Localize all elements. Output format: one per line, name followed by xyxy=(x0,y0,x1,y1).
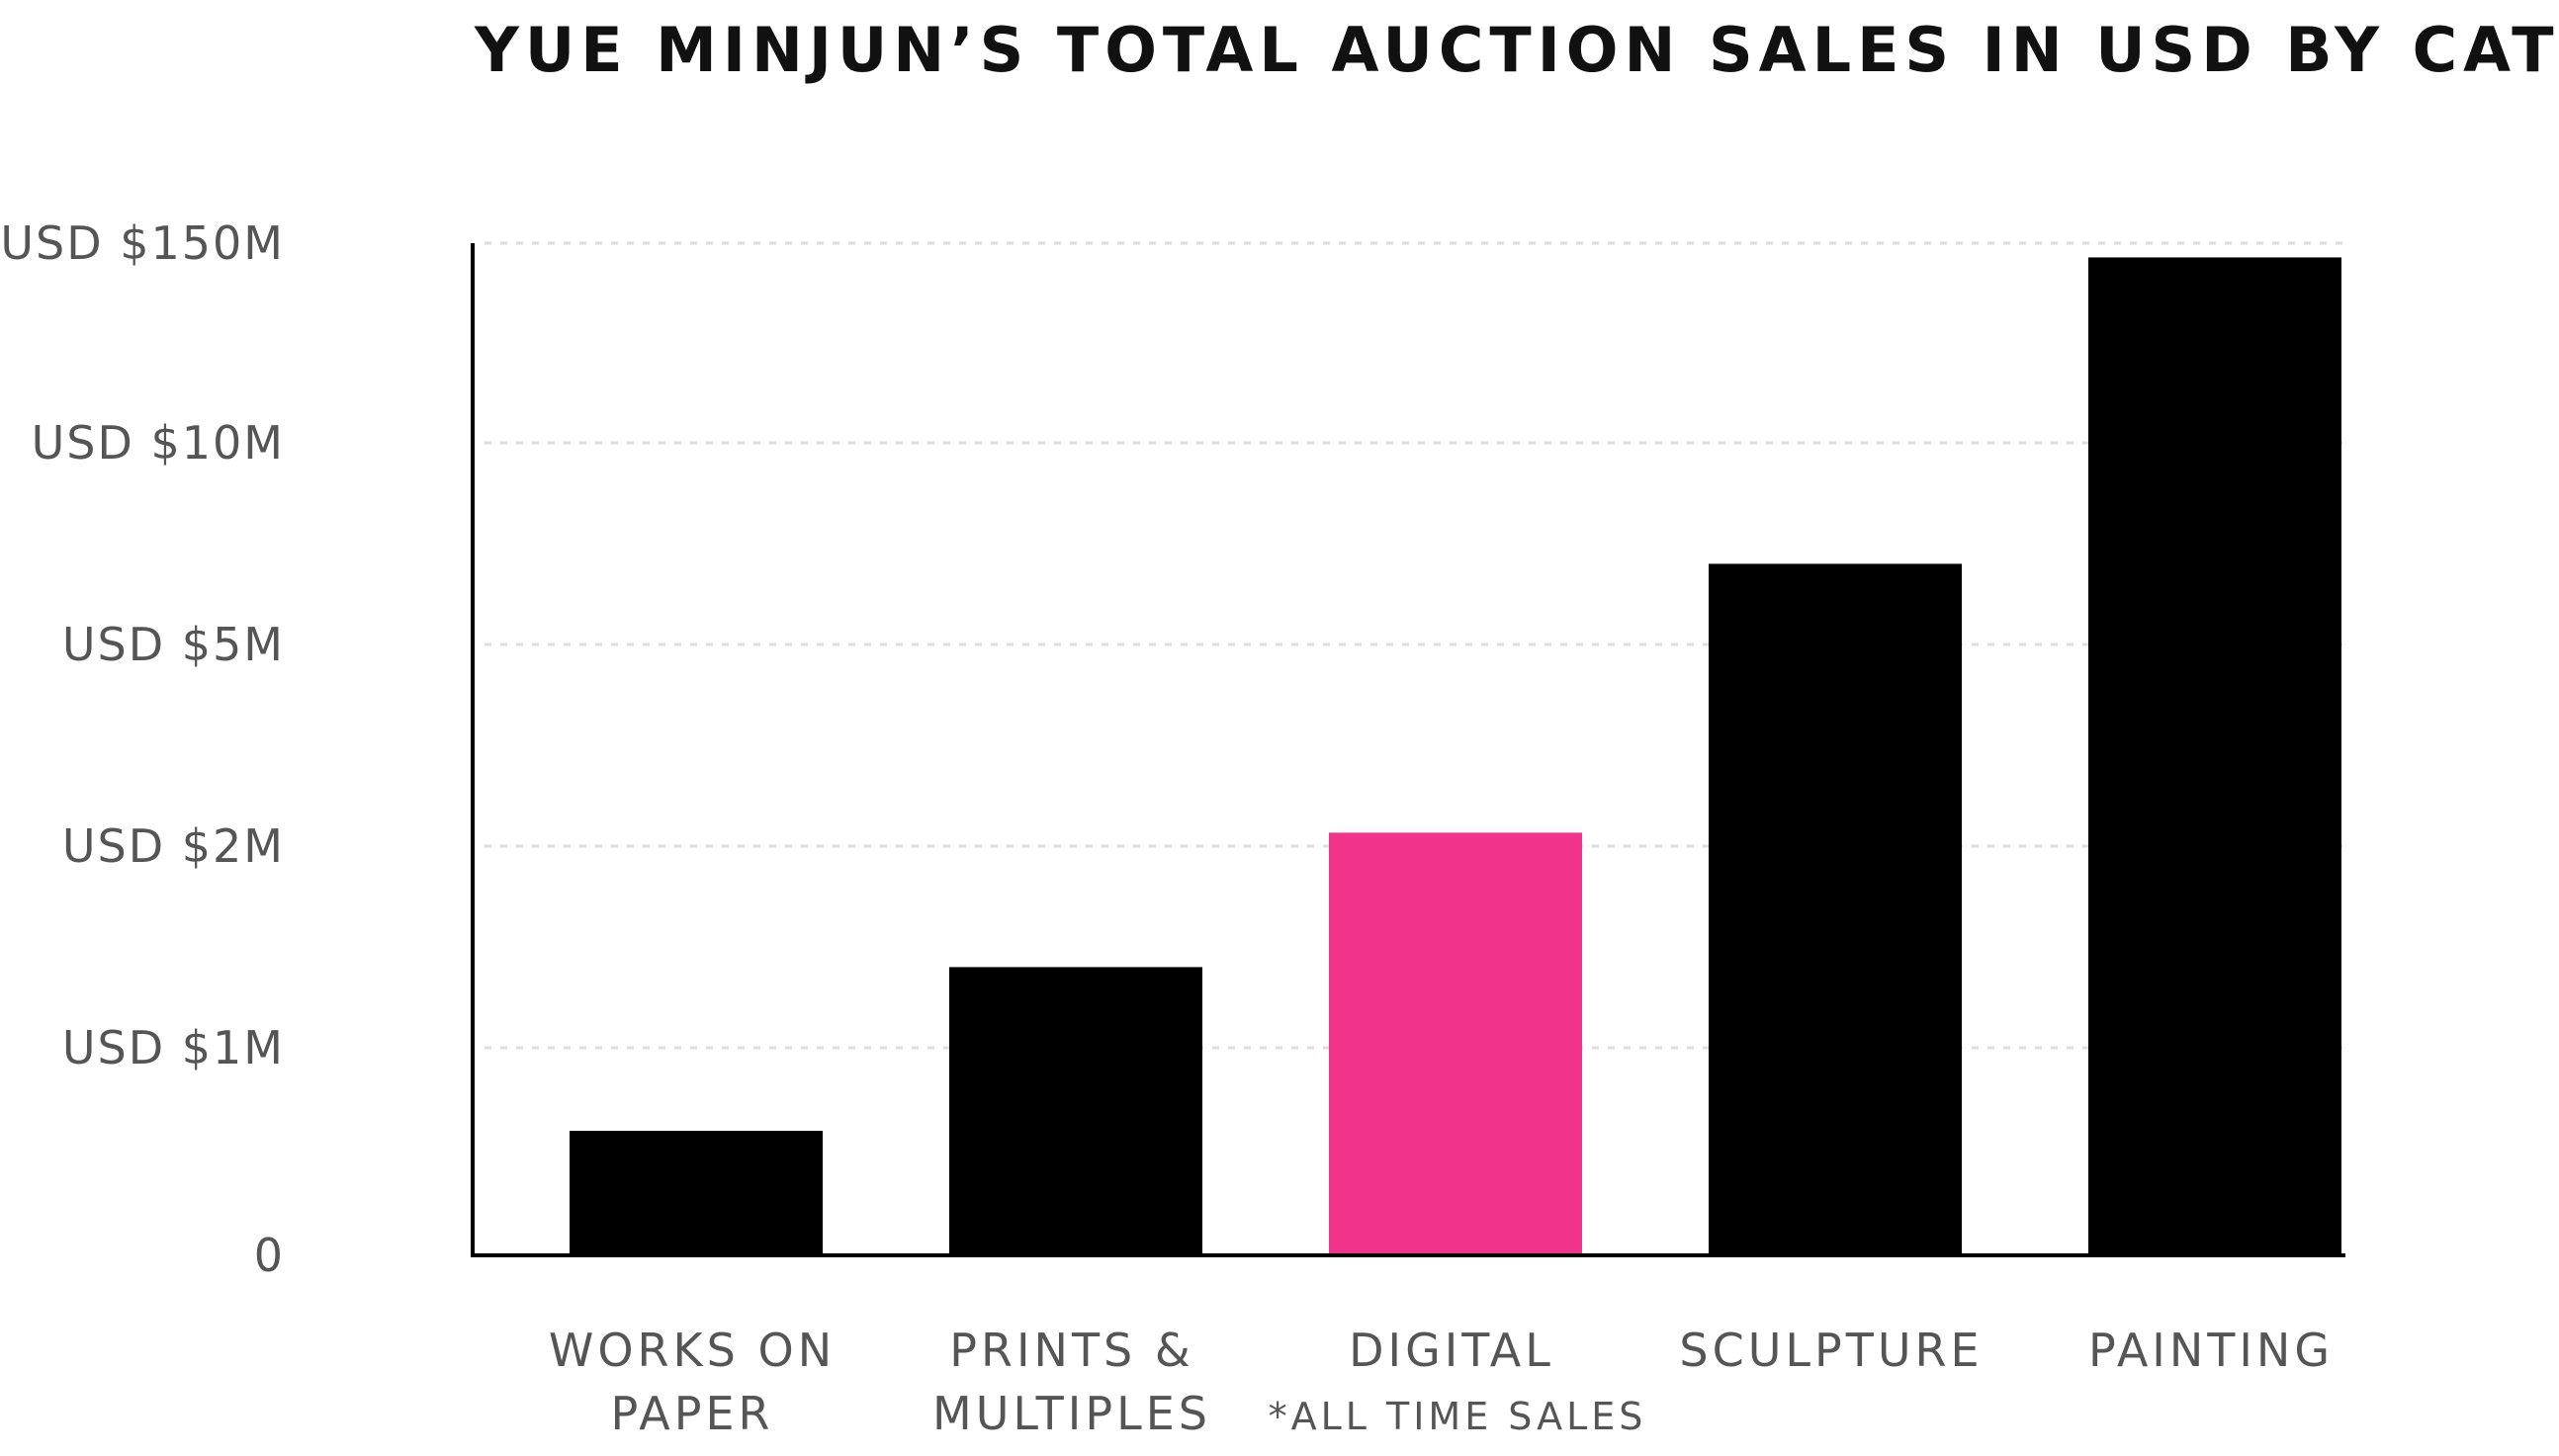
bar xyxy=(570,1131,823,1255)
y-axis-ticks: 0 USD $1M USD $2M USD $5M USD $10M USD $150M xyxy=(0,216,285,1282)
y-tick-label: USD $1M xyxy=(62,1021,285,1074)
y-tick-label: USD $10M xyxy=(32,416,285,470)
x-tick-label: PAPER xyxy=(610,1387,773,1440)
x-tick-label: DIGITAL xyxy=(1349,1324,1554,1377)
gridlines xyxy=(485,241,2345,1050)
bar xyxy=(1329,832,1582,1255)
bar xyxy=(949,967,1202,1255)
x-tick-label: WORKS ON xyxy=(549,1324,836,1377)
chart-title: YUE MINJUN’S TOTAL AUCTION SALES IN USD … xyxy=(474,14,2559,86)
y-tick-label: 0 xyxy=(254,1229,285,1282)
x-tick-label: PRINTS & xyxy=(949,1324,1193,1377)
x-tick-label: PAINTING xyxy=(2088,1324,2334,1377)
x-tick-label: SCULPTURE xyxy=(1679,1324,1983,1377)
bar xyxy=(1709,563,1962,1255)
bar xyxy=(2088,257,2341,1255)
x-tick-note: *ALL TIME SALES xyxy=(1269,1395,1647,1438)
y-tick-label: USD $150M xyxy=(0,216,285,270)
x-axis-ticks: WORKS ON PAPER PRINTS & MULTIPLES DIGITAL *AL… xyxy=(549,1324,2334,1440)
x-tick-label: MULTIPLES xyxy=(932,1387,1211,1440)
y-tick-label: USD $5M xyxy=(62,618,285,671)
bars xyxy=(570,257,2341,1255)
y-tick-label: USD $2M xyxy=(62,819,285,873)
